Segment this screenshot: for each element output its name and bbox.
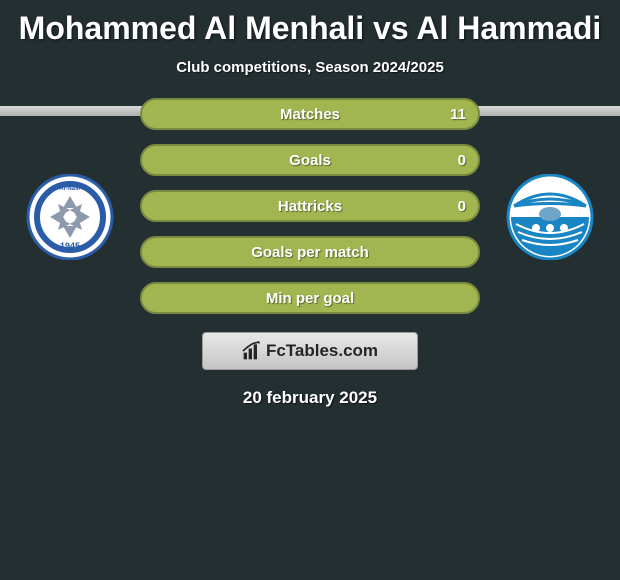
svg-text:1945: 1945 — [60, 241, 80, 251]
stat-row-hattricks: Hattricks 0 — [140, 190, 480, 222]
stat-right-value: 11 — [450, 106, 466, 123]
stat-label: Matches — [280, 106, 340, 123]
stat-right-value: 0 — [458, 198, 466, 215]
stat-row-min-per-goal: Min per goal — [140, 282, 480, 314]
comparison-subtitle: Club competitions, Season 2024/2025 — [0, 59, 620, 76]
stat-label: Goals per match — [251, 244, 369, 261]
watermark-text: FcTables.com — [266, 341, 378, 361]
generation-date: 20 february 2025 — [0, 388, 620, 408]
watermark: FcTables.com — [202, 332, 418, 370]
stat-row-goals-per-match: Goals per match — [140, 236, 480, 268]
club-badge-left: 1945 Al-Nasr — [20, 174, 120, 260]
right-club-logo-icon — [500, 174, 600, 260]
stat-row-matches: Matches 11 — [140, 98, 480, 130]
comparison-title: Mohammed Al Menhali vs Al Hammadi — [0, 0, 620, 47]
stats-list: Matches 11 Goals 0 Hattricks 0 Goals per… — [140, 98, 480, 314]
stat-label: Goals — [289, 152, 331, 169]
stat-label: Min per goal — [266, 290, 354, 307]
stat-right-value: 0 — [458, 152, 466, 169]
stat-label: Hattricks — [278, 198, 342, 215]
bar-chart-icon — [242, 341, 262, 361]
club-badge-right — [500, 174, 600, 260]
stat-row-goals: Goals 0 — [140, 144, 480, 176]
svg-text:Al-Nasr: Al-Nasr — [59, 186, 81, 192]
alnasr-logo-icon: 1945 Al-Nasr — [20, 174, 120, 260]
